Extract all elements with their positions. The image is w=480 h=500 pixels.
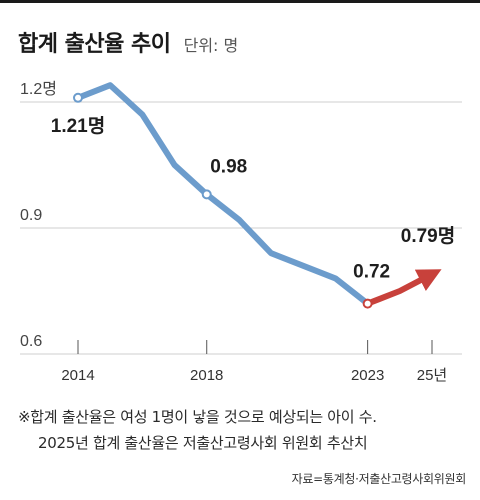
- data-labels: 1.21명 0.98 0.72 0.79명: [51, 115, 455, 283]
- data-point-marker: [73, 92, 83, 103]
- footnote-line-2: 2025년 합계 출산율은 저출산고령사회 위원회 추산치: [38, 434, 368, 452]
- source-credit: 자료=통계청·저출산고령사회위원회: [291, 472, 467, 486]
- footnote-line-1: ※합계 출산율은 여성 1명이 낳을 것으로 예상되는 아이 수.: [18, 408, 377, 426]
- point-markers: [73, 92, 373, 309]
- data-label: 0.79명: [401, 225, 455, 247]
- data-label: 0.98: [210, 156, 247, 177]
- x-tick-label: 25년: [417, 367, 448, 384]
- chart-header: 합계 출산율 추이 단위: 명: [18, 26, 238, 58]
- data-point-marker: [201, 189, 212, 200]
- series-lines: [75, 82, 442, 307]
- footnote: ※합계 출산율은 여성 1명이 낳을 것으로 예상되는 아이 수. 2025년 …: [18, 404, 468, 456]
- actual-series-line: [75, 82, 371, 307]
- gridlines: [20, 101, 462, 355]
- data-label: 1.21명: [51, 115, 105, 137]
- data-label: 0.72: [353, 262, 390, 283]
- x-tick-label: 2014: [61, 367, 94, 384]
- top-rule: [0, 0, 480, 3]
- unit-label: 단위: 명: [183, 36, 239, 55]
- x-tick-label: 2018: [190, 367, 223, 384]
- data-point-marker: [362, 298, 373, 309]
- y-tick-label: 1.2명: [20, 80, 57, 98]
- x-tick-label: 2023: [351, 367, 384, 384]
- estimate-series-line: [366, 269, 442, 307]
- line-chart: 1.2명 0.9 0.6 2014 2018 2023 25년 1.21명 0.98 0.72 0…: [20, 80, 462, 384]
- y-tick-label: 0.6: [20, 333, 42, 350]
- y-tick-label: 0.9: [20, 207, 42, 224]
- chart-title: 합계 출산율 추이: [18, 32, 171, 57]
- axis-ticks: 1.2명 0.9 0.6 2014 2018 2023 25년: [20, 80, 447, 384]
